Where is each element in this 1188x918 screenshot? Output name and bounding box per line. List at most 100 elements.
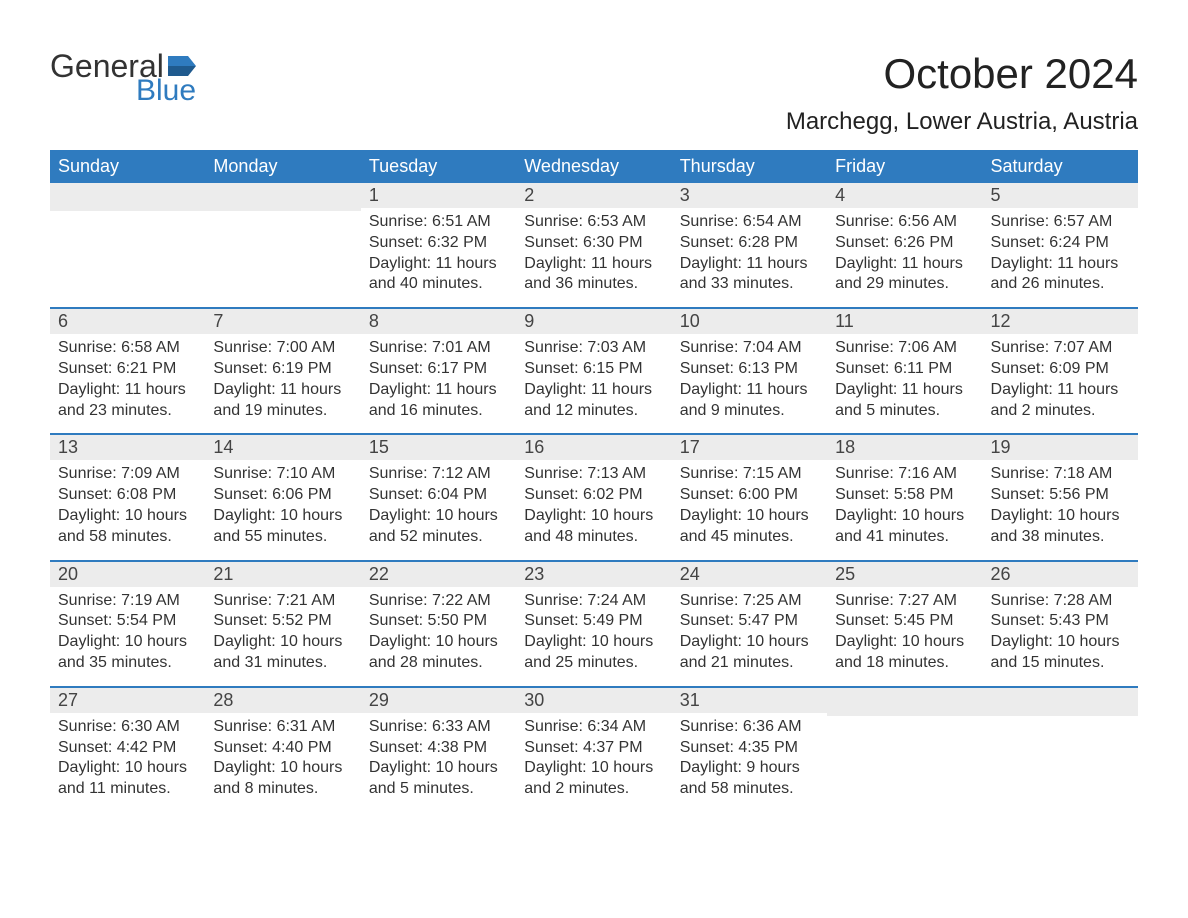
title-block: October 2024 Marchegg, Lower Austria, Au… — [786, 50, 1138, 136]
day-body: Sunrise: 7:25 AMSunset: 5:47 PMDaylight:… — [672, 587, 827, 674]
sunset-line: Sunset: 6:09 PM — [991, 359, 1130, 380]
daylight-line: Daylight: 10 hours and 15 minutes. — [991, 632, 1130, 674]
sunrise-line: Sunrise: 6:57 AM — [991, 212, 1130, 233]
day-number: 18 — [827, 435, 982, 460]
daylight-line: Daylight: 11 hours and 9 minutes. — [680, 380, 819, 422]
day-cell: 26Sunrise: 7:28 AMSunset: 5:43 PMDayligh… — [983, 562, 1138, 686]
sunrise-line: Sunrise: 6:33 AM — [369, 717, 508, 738]
sunrise-line: Sunrise: 6:36 AM — [680, 717, 819, 738]
day-cell — [827, 688, 982, 812]
daylight-line: Daylight: 11 hours and 33 minutes. — [680, 254, 819, 296]
day-number: 8 — [361, 309, 516, 334]
sunrise-line: Sunrise: 6:34 AM — [524, 717, 663, 738]
sunrise-line: Sunrise: 6:58 AM — [58, 338, 197, 359]
day-number: 23 — [516, 562, 671, 587]
daylight-line: Daylight: 10 hours and 8 minutes. — [213, 758, 352, 800]
sunrise-line: Sunrise: 7:19 AM — [58, 591, 197, 612]
day-body: Sunrise: 7:28 AMSunset: 5:43 PMDaylight:… — [983, 587, 1138, 674]
sunrise-line: Sunrise: 6:51 AM — [369, 212, 508, 233]
sunrise-line: Sunrise: 6:56 AM — [835, 212, 974, 233]
sunset-line: Sunset: 6:02 PM — [524, 485, 663, 506]
sunrise-line: Sunrise: 7:21 AM — [213, 591, 352, 612]
day-body: Sunrise: 7:15 AMSunset: 6:00 PMDaylight:… — [672, 460, 827, 547]
sunrise-line: Sunrise: 6:53 AM — [524, 212, 663, 233]
sunrise-line: Sunrise: 7:12 AM — [369, 464, 508, 485]
day-cell: 13Sunrise: 7:09 AMSunset: 6:08 PMDayligh… — [50, 435, 205, 559]
daylight-line: Daylight: 10 hours and 25 minutes. — [524, 632, 663, 674]
day-body: Sunrise: 7:27 AMSunset: 5:45 PMDaylight:… — [827, 587, 982, 674]
weekday-header: Friday — [827, 150, 982, 183]
daylight-line: Daylight: 10 hours and 38 minutes. — [991, 506, 1130, 548]
day-number: 15 — [361, 435, 516, 460]
weekday-header: Sunday — [50, 150, 205, 183]
sunrise-line: Sunrise: 7:07 AM — [991, 338, 1130, 359]
day-cell: 16Sunrise: 7:13 AMSunset: 6:02 PMDayligh… — [516, 435, 671, 559]
month-title: October 2024 — [786, 50, 1138, 98]
day-cell: 11Sunrise: 7:06 AMSunset: 6:11 PMDayligh… — [827, 309, 982, 433]
day-cell: 27Sunrise: 6:30 AMSunset: 4:42 PMDayligh… — [50, 688, 205, 812]
daylight-line: Daylight: 9 hours and 58 minutes. — [680, 758, 819, 800]
day-number — [50, 183, 205, 211]
calendar-page: General Blue October 2024 Marchegg, Lowe… — [0, 0, 1188, 852]
daylight-line: Daylight: 11 hours and 26 minutes. — [991, 254, 1130, 296]
sunset-line: Sunset: 6:26 PM — [835, 233, 974, 254]
sunset-line: Sunset: 6:21 PM — [58, 359, 197, 380]
day-number: 13 — [50, 435, 205, 460]
weeks-container: 1 Sunrise: 6:51 AMSunset: 6:32 PM Daylight… — [50, 183, 1138, 812]
sunset-line: Sunset: 6:24 PM — [991, 233, 1130, 254]
sunset-line: Sunset: 5:47 PM — [680, 611, 819, 632]
sunset-line: Sunset: 6:32 PM — [369, 233, 508, 254]
day-number: 21 — [205, 562, 360, 587]
day-cell: 17Sunrise: 7:15 AMSunset: 6:00 PMDayligh… — [672, 435, 827, 559]
day-cell: 28Sunrise: 6:31 AMSunset: 4:40 PMDayligh… — [205, 688, 360, 812]
week-row: 27Sunrise: 6:30 AMSunset: 4:42 PMDayligh… — [50, 686, 1138, 812]
daylight-line: Daylight: 11 hours and 29 minutes. — [835, 254, 974, 296]
sunrise-line: Sunrise: 7:16 AM — [835, 464, 974, 485]
daylight-line: Daylight: 11 hours and 16 minutes. — [369, 380, 508, 422]
daylight-line: Daylight: 11 hours and 5 minutes. — [835, 380, 974, 422]
day-cell: 4 Sunrise: 6:56 AMSunset: 6:26 PMDaylight… — [827, 183, 982, 307]
day-cell: 10Sunrise: 7:04 AMSunset: 6:13 PMDayligh… — [672, 309, 827, 433]
day-number: 1 — [361, 183, 516, 208]
sunrise-line: Sunrise: 7:15 AM — [680, 464, 819, 485]
weekday-header: Saturday — [983, 150, 1138, 183]
sunset-line: Sunset: 5:54 PM — [58, 611, 197, 632]
day-number: 4 — [827, 183, 982, 208]
day-number: 19 — [983, 435, 1138, 460]
day-body: Sunrise: 7:10 AMSunset: 6:06 PMDaylight:… — [205, 460, 360, 547]
sunrise-line: Sunrise: 7:10 AM — [213, 464, 352, 485]
daylight-line: Daylight: 10 hours and 52 minutes. — [369, 506, 508, 548]
daylight-line: Daylight: 10 hours and 58 minutes. — [58, 506, 197, 548]
day-number: 11 — [827, 309, 982, 334]
sunset-line: Sunset: 4:42 PM — [58, 738, 197, 759]
day-body: Sunrise: 6:30 AMSunset: 4:42 PMDaylight:… — [50, 713, 205, 800]
day-cell: 14Sunrise: 7:10 AMSunset: 6:06 PMDayligh… — [205, 435, 360, 559]
daylight-line: Daylight: 11 hours and 36 minutes. — [524, 254, 663, 296]
sunset-line: Sunset: 5:52 PM — [213, 611, 352, 632]
sunset-line: Sunset: 6:15 PM — [524, 359, 663, 380]
day-body: Sunrise: 7:03 AMSunset: 6:15 PMDaylight:… — [516, 334, 671, 421]
sunset-line: Sunset: 6:04 PM — [369, 485, 508, 506]
daylight-line: Daylight: 10 hours and 28 minutes. — [369, 632, 508, 674]
day-number: 31 — [672, 688, 827, 713]
day-body: Sunrise: 6:58 AMSunset: 6:21 PMDaylight:… — [50, 334, 205, 421]
day-body: Sunrise: 7:07 AMSunset: 6:09 PMDaylight:… — [983, 334, 1138, 421]
day-cell: 31Sunrise: 6:36 AMSunset: 4:35 PMDayligh… — [672, 688, 827, 812]
week-row: 1 Sunrise: 6:51 AMSunset: 6:32 PM Daylight… — [50, 183, 1138, 307]
daylight-line: Daylight: 10 hours and 21 minutes. — [680, 632, 819, 674]
sunrise-line: Sunrise: 7:13 AM — [524, 464, 663, 485]
day-body: Sunrise: 7:21 AMSunset: 5:52 PMDaylight:… — [205, 587, 360, 674]
day-number: 29 — [361, 688, 516, 713]
daylight-line: Daylight: 10 hours and 2 minutes. — [524, 758, 663, 800]
weekday-header: Thursday — [672, 150, 827, 183]
sunset-line: Sunset: 6:19 PM — [213, 359, 352, 380]
day-body: Sunrise: 6:33 AMSunset: 4:38 PMDaylight:… — [361, 713, 516, 800]
day-body: Sunrise: 7:16 AMSunset: 5:58 PMDaylight:… — [827, 460, 982, 547]
day-body: Sunrise: 6:57 AMSunset: 6:24 PMDaylight:… — [983, 208, 1138, 295]
sunset-line: Sunset: 5:45 PM — [835, 611, 974, 632]
day-cell: 18Sunrise: 7:16 AMSunset: 5:58 PMDayligh… — [827, 435, 982, 559]
daylight-line: Daylight: 11 hours and 19 minutes. — [213, 380, 352, 422]
day-number: 14 — [205, 435, 360, 460]
day-cell: 21Sunrise: 7:21 AMSunset: 5:52 PMDayligh… — [205, 562, 360, 686]
sunrise-line: Sunrise: 7:04 AM — [680, 338, 819, 359]
